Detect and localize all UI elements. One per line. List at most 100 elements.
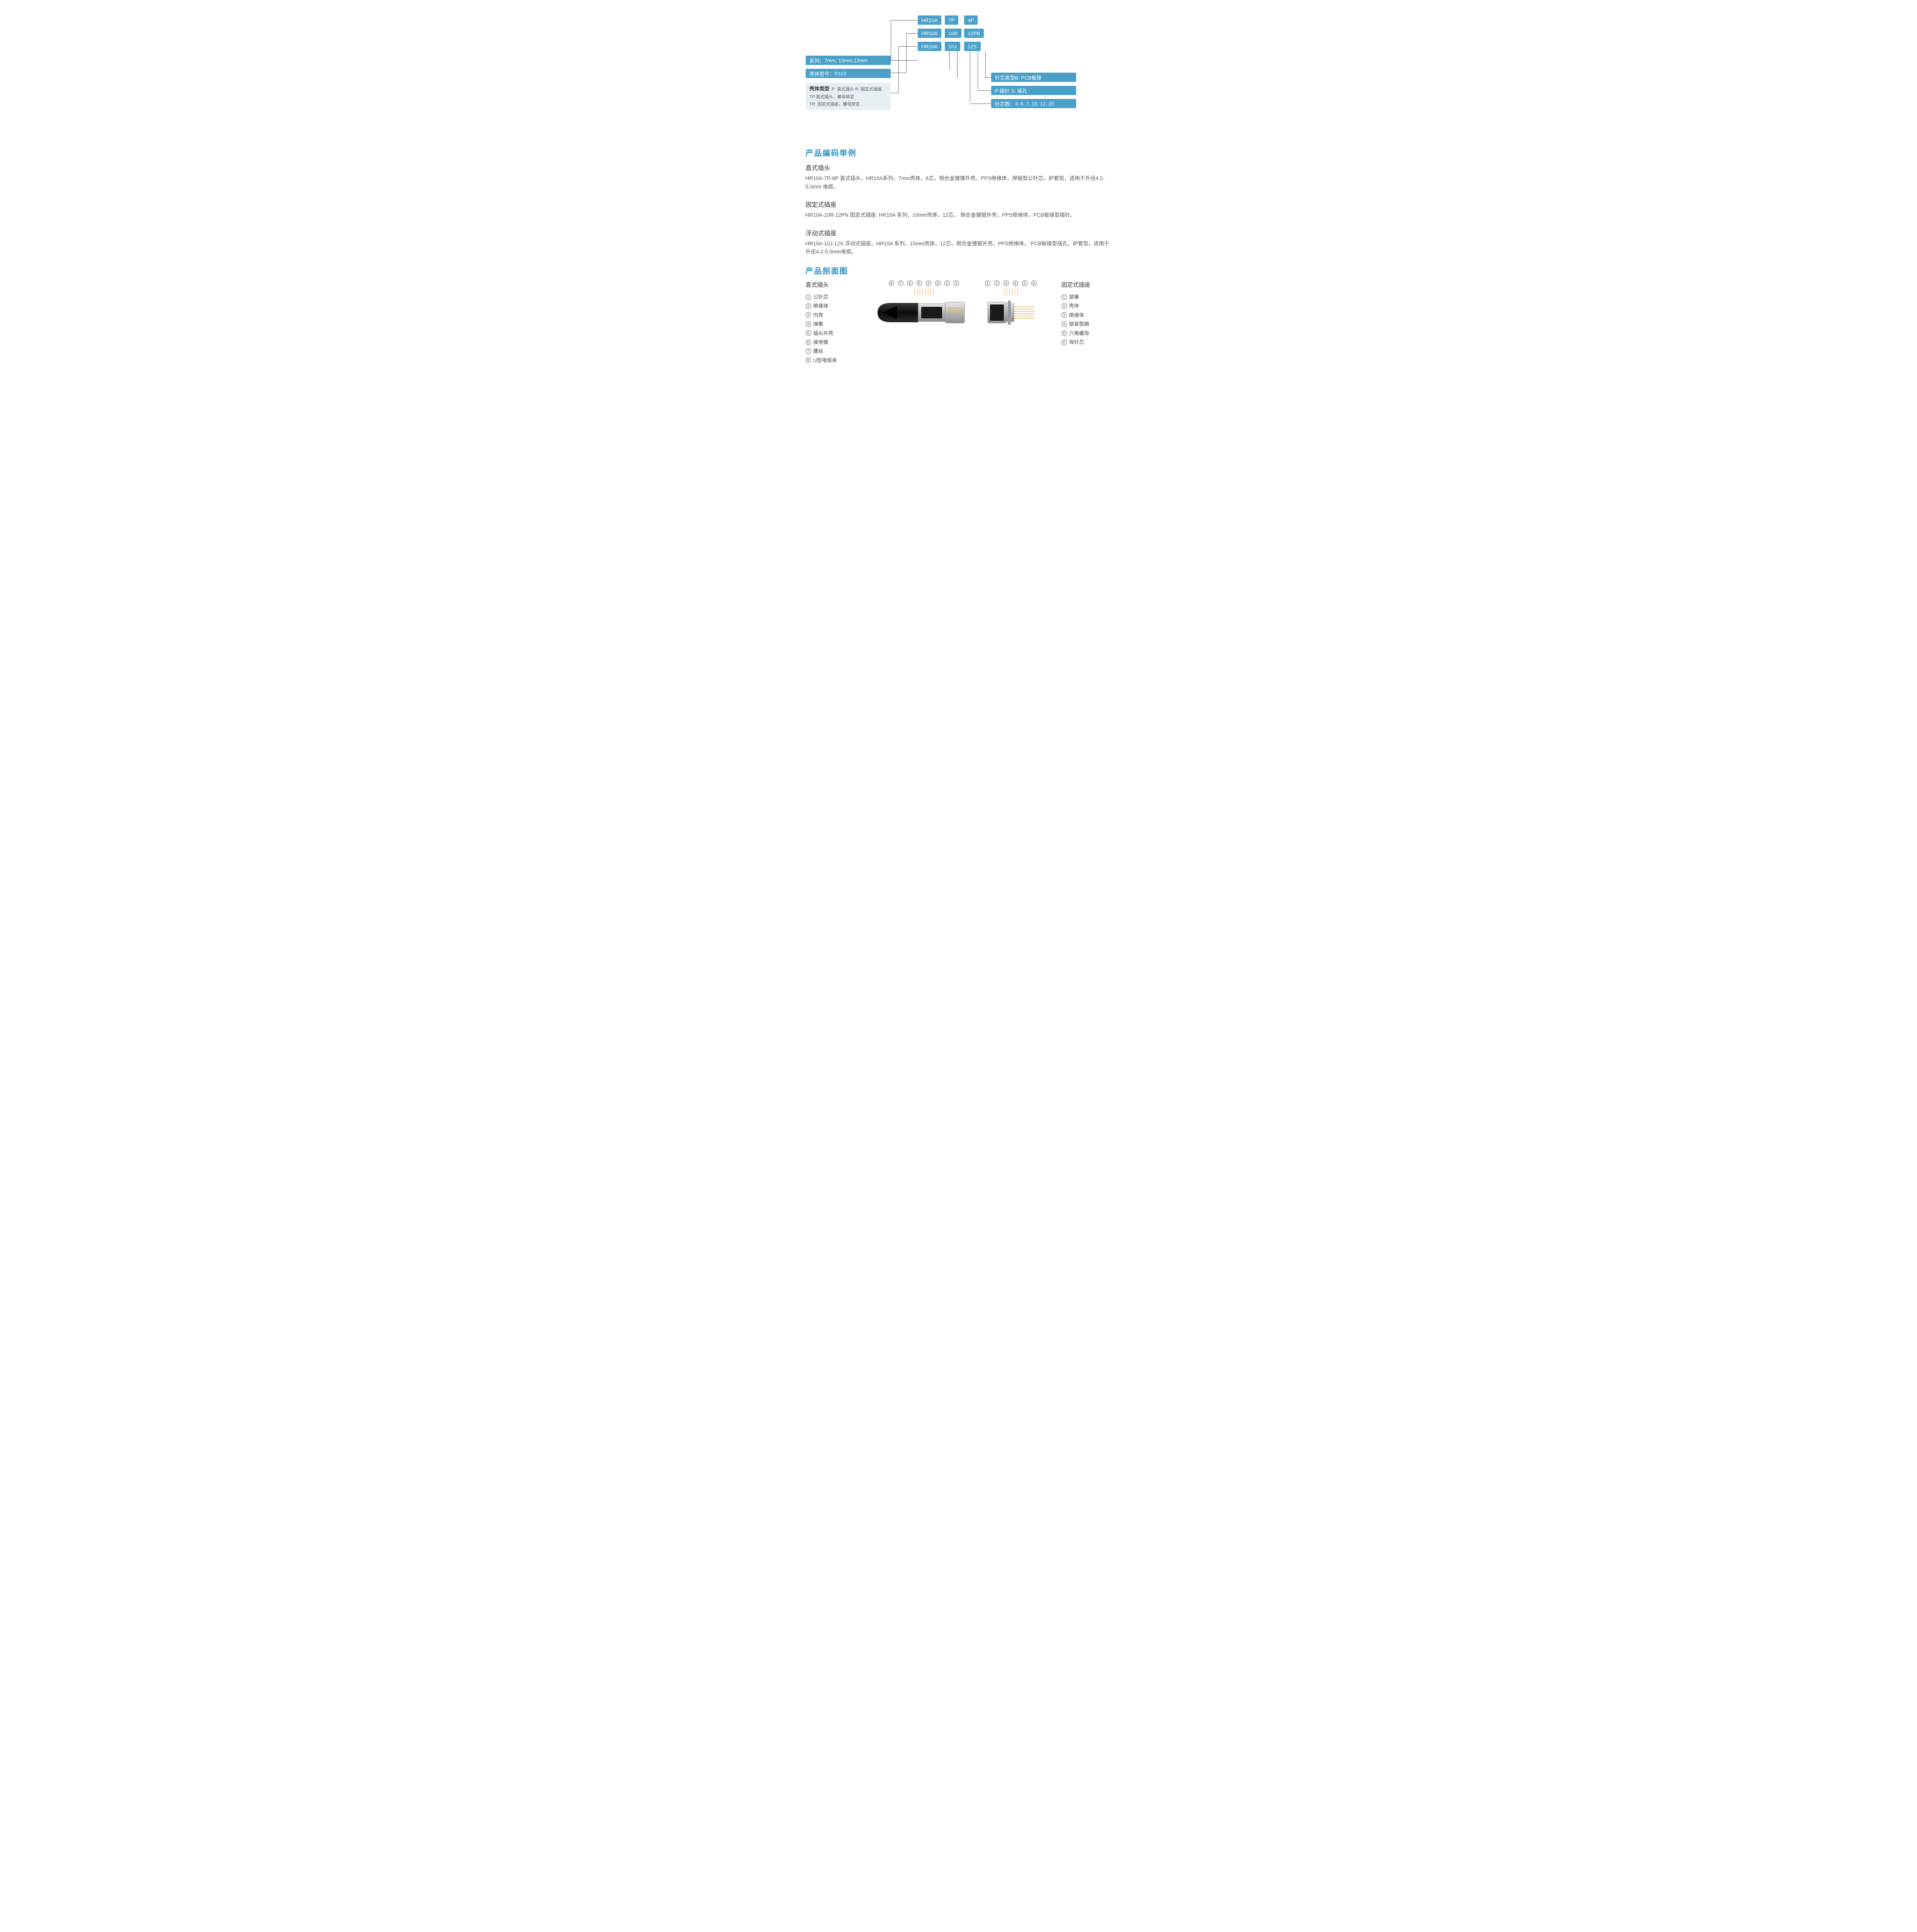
part-label: 螺丝 (813, 347, 823, 355)
part-label: 插头外壳 (813, 329, 833, 338)
part-number: 3 (1061, 312, 1067, 318)
callout-number: 1 (954, 281, 959, 286)
callout-number: 8 (889, 281, 894, 286)
part-item: 2绝缘体 (806, 301, 852, 310)
part-item: 5插头外壳 (806, 329, 852, 338)
part-label: 壳体 (1069, 301, 1079, 310)
desc-series: 系列：7mm, 10mm,13mm (806, 56, 891, 65)
code-cell: 7P (945, 15, 959, 25)
part-number: 7 (806, 349, 811, 354)
part-label: 弹簧 (813, 320, 823, 328)
example-heading: 浮动式插座 (806, 228, 1112, 237)
desc-right-2: 针芯数：4, 6, 7, 10, 12, 20 (991, 99, 1076, 108)
plug-svg (876, 295, 972, 330)
part-number: 5 (1061, 330, 1067, 336)
part-label: 六角螺母 (1069, 329, 1089, 338)
callout-number: 4 (1013, 281, 1018, 286)
part-item: 4弹簧 (806, 320, 852, 328)
plug-parts-heading: 直式插头 (806, 281, 852, 289)
section-title-coding: 产品编码举例 (806, 147, 1112, 158)
coding-examples-section: 产品编码举例 直式插头HR10A-7P-6P 直式插头，HR10A系列，7mm壳… (806, 147, 1112, 256)
code-cell: 12S (964, 42, 981, 51)
connector-line (898, 46, 918, 47)
part-item: 2壳体 (1061, 301, 1112, 310)
coding-example: 固定式插座 HR10A-10R-12PN 固定式插座, HR10A 系列，10mm… (806, 199, 1112, 219)
part-item: 4锁紧垫圈 (1061, 320, 1112, 328)
dash: - (959, 29, 961, 36)
connector-line (949, 51, 950, 70)
connector-line (898, 46, 899, 93)
desc-right-1: P:插针 S: 插孔 (991, 86, 1076, 95)
dash: - (959, 43, 961, 49)
code-cell: HR10A (918, 42, 942, 51)
example-heading: 固定式插座 (806, 199, 1112, 209)
code-cell: 10J (945, 42, 961, 51)
example-body: HR10A-10R-12PN 固定式插座, HR10A 系列，10mm壳体，12… (806, 211, 1112, 219)
callout-number: 7 (898, 281, 903, 286)
part-label: U型电缆夹 (813, 356, 837, 365)
cross-section-illustration: 87654321 (859, 281, 1055, 330)
connector-line (985, 77, 991, 78)
coding-example: 浮动式插座HR10A-10J-12S 浮动式插座，HR10A 系列，10mm壳体… (806, 228, 1112, 256)
part-item: 3内壳 (806, 311, 852, 320)
connector-line (906, 33, 918, 34)
plug-illustration: 87654321 (876, 281, 972, 330)
part-number: 5 (806, 330, 811, 336)
desc-right-0: 针芯类型B: PCB板接 (991, 73, 1076, 82)
example-body: HR10A-7P-6P 直式插头，HR10A系列，7mm壳体，6芯，铜合金镀镍外… (806, 174, 1112, 191)
part-number: 3 (806, 312, 811, 318)
part-label: 公针芯 (813, 293, 828, 301)
part-label: 接地锥 (813, 338, 828, 347)
part-item: 1锁簧 (1061, 293, 1112, 301)
connector-line (891, 60, 918, 61)
desc-shell-model: 壳体型号：P113 (806, 69, 891, 78)
part-number: 4 (806, 321, 811, 327)
part-label: 绝缘体 (813, 301, 828, 310)
cross-section-section: 产品剖面图 直式插头 1公针芯2绝缘体3内壳4弹簧5插头外壳6接地锥7螺丝8U型… (806, 265, 1112, 365)
part-number: 4 (1061, 321, 1067, 327)
connector-line (906, 33, 907, 73)
connector-line (957, 51, 958, 78)
part-item: 6接地锥 (806, 338, 852, 347)
callout-number: 1 (985, 281, 990, 286)
desc-shell-type: 壳体类型P: 直式插头 R: 固定式插座TP:直式插头，螺母锁定TR: 固定式插… (806, 83, 891, 110)
part-item: 3绝缘体 (1061, 311, 1112, 320)
callout-number: 4 (926, 281, 931, 286)
callout-number: 2 (994, 281, 1000, 286)
callout-number: 6 (907, 281, 913, 286)
dash: - (940, 43, 942, 49)
part-label: 绝缘体 (1069, 311, 1084, 320)
dash: - (959, 16, 961, 22)
receptacle-parts-heading: 固定式插座 (1061, 281, 1112, 289)
dash: - (940, 29, 942, 36)
part-label: 锁紧垫圈 (1069, 320, 1089, 328)
code-cell: 4P (964, 15, 978, 25)
part-number: 1 (1061, 294, 1067, 300)
part-item: 6母针芯 (1061, 338, 1112, 347)
callout-number: 3 (1004, 281, 1009, 286)
code-cell: 12PB (964, 29, 984, 38)
part-label: 内壳 (813, 311, 823, 320)
part-label: 锁簧 (1069, 293, 1079, 301)
callout-number: 5 (1022, 281, 1027, 286)
connector-line (985, 51, 986, 77)
code-cell: HR10A (918, 15, 942, 25)
part-number: 2 (806, 303, 811, 309)
part-number: 6 (1061, 340, 1067, 345)
part-number: 1 (806, 294, 811, 300)
plug-parts-column: 直式插头 1公针芯2绝缘体3内壳4弹簧5插头外壳6接地锥7螺丝8U型电缆夹 (806, 281, 852, 365)
part-label: 母针芯 (1069, 338, 1084, 347)
part-number: 8 (806, 357, 811, 363)
callout-number: 3 (935, 281, 941, 286)
coding-example: 直式插头HR10A-7P-6P 直式插头，HR10A系列，7mm壳体，6芯，铜合… (806, 163, 1112, 191)
part-number: 6 (806, 340, 811, 345)
receptacle-parts-column: 固定式插座 1锁簧2壳体3绝缘体4锁紧垫圈5六角螺母6母针芯 (1061, 281, 1112, 347)
part-item: 5六角螺母 (1061, 329, 1112, 338)
part-number-diagram: HR10A7P4PHR10A10R12PBHR10A10J12S------系列… (806, 15, 1112, 135)
part-item: 1公针芯 (806, 293, 852, 301)
part-item: 7螺丝 (806, 347, 852, 355)
receptacle-svg (984, 295, 1038, 330)
section-title-cross: 产品剖面图 (806, 265, 1112, 276)
connector-line (978, 90, 991, 91)
callout-number: 2 (944, 281, 950, 286)
